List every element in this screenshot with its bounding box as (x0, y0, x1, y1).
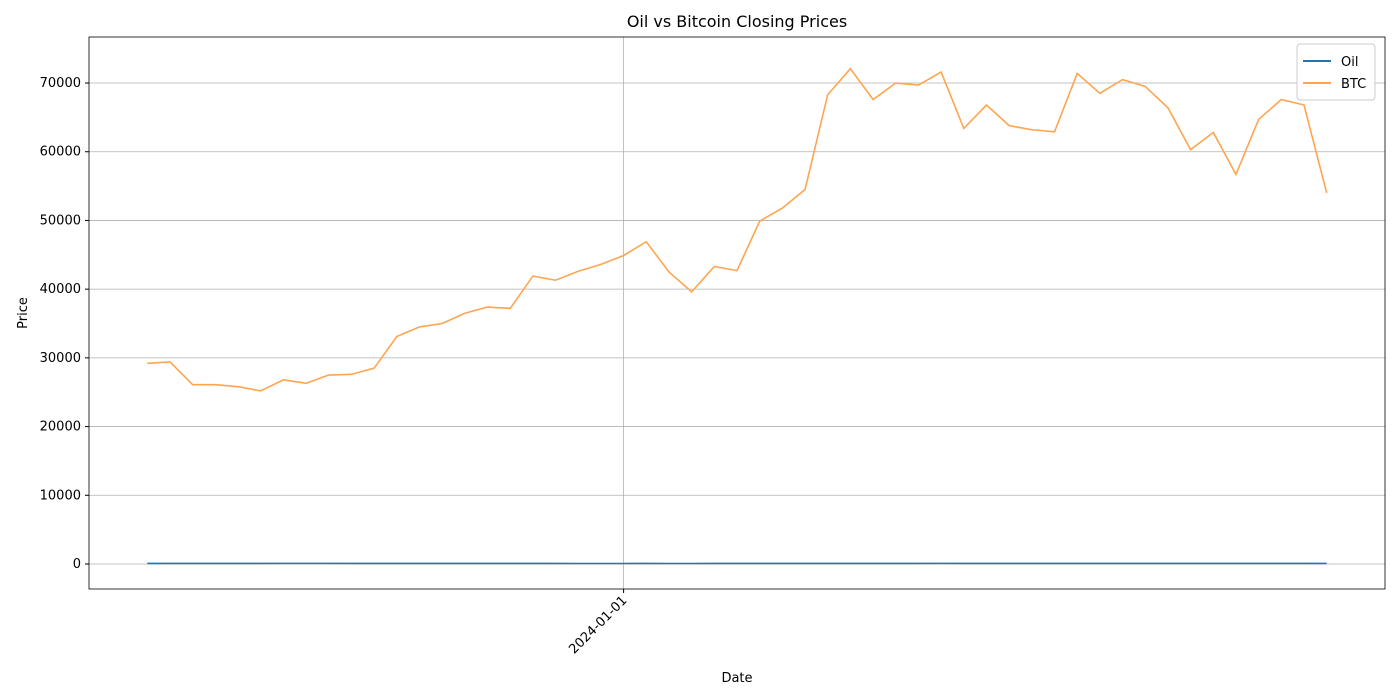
plot-frame (88, 36, 1386, 590)
y-tick-label: 60000 (40, 145, 81, 160)
y-tick-label: 50000 (40, 213, 81, 228)
chart-title: Oil vs Bitcoin Closing Prices (627, 12, 847, 31)
x-tick-label: 2024-01-01 (566, 593, 630, 657)
legend-box (1296, 43, 1376, 101)
y-axis-label: Price (16, 297, 31, 329)
y-tick-label: 40000 (40, 282, 81, 297)
x-axis-label: Date (721, 671, 752, 686)
y-tick-label: 70000 (40, 76, 81, 91)
y-tick-label: 20000 (40, 420, 81, 435)
y-tick-label: 0 (73, 557, 81, 572)
series-line (147, 67, 1328, 392)
y-tick-label: 10000 (40, 488, 81, 503)
legend-label: Oil (1341, 55, 1358, 70)
y-tick-label: 30000 (40, 351, 81, 366)
legend: Oil BTC (1296, 43, 1376, 101)
legend-label: BTC (1341, 77, 1366, 92)
